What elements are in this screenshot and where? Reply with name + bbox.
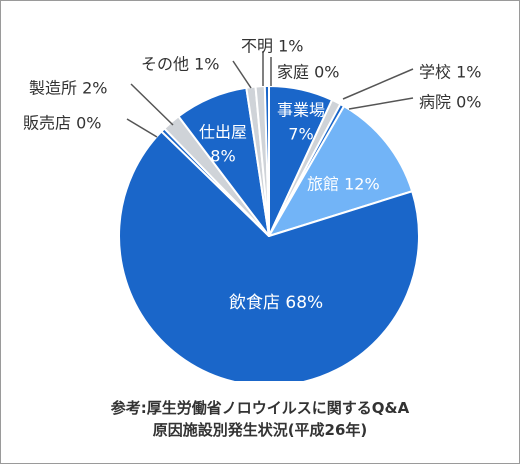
pie-chart: 事業場 7% 学校 1% 病院 0% 旅館 12% 飲食店 68% 販売店 0% 製造所 2%…	[23, 37, 481, 381]
slice-label: その他 1%	[141, 55, 219, 74]
leader-line	[126, 118, 158, 138]
slice-label: 家庭 0%	[277, 63, 339, 82]
slice-name-label: 仕出屋	[199, 123, 247, 142]
slice-label: 販売店 0%	[23, 114, 101, 133]
slice-name-label: 事業場	[277, 101, 325, 120]
leader-lines	[126, 51, 414, 138]
source-caption-line-1: 参考:厚生労働省ノロウイルスに関するQ&A	[110, 399, 410, 417]
pie-slice	[263, 85, 270, 237]
leader-line	[232, 60, 252, 89]
pie-slice	[268, 105, 414, 237]
slice-label: 飲食店 68%	[229, 293, 323, 313]
pie-slices	[118, 85, 420, 381]
leader-line	[348, 97, 414, 110]
source-caption-line-2: 原因施設別発生状況(平成26年)	[152, 421, 368, 439]
pie-slice	[118, 130, 420, 381]
slice-label: 製造所 2%	[29, 79, 107, 98]
leader-line	[342, 68, 414, 100]
slice-label: 不明 1%	[241, 37, 303, 56]
leader-line	[130, 83, 174, 126]
slice-label: 病院 0%	[419, 93, 481, 112]
slice-labels: 事業場 7% 学校 1% 病院 0% 旅館 12% 飲食店 68% 販売店 0% 製造所 2%…	[23, 37, 481, 314]
slice-value-label: 8%	[210, 147, 235, 166]
slice-label: 学校 1%	[419, 63, 481, 82]
slice-value-label: 7%	[288, 125, 313, 144]
slice-label: 旅館 12%	[307, 175, 380, 194]
